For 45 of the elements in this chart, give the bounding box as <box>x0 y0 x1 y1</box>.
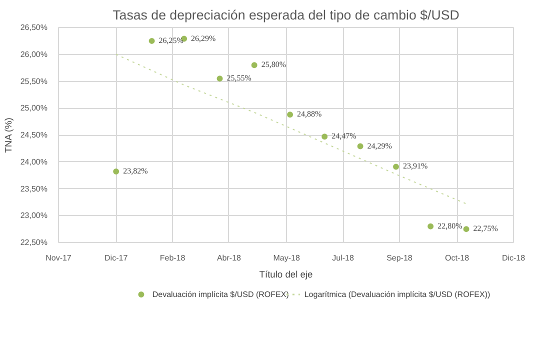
y-tick-label: 26,00% <box>20 50 48 59</box>
data-label: 24,47% <box>332 132 357 141</box>
data-label: 24,29% <box>367 141 392 150</box>
y-tick-label: 26,50% <box>20 23 48 32</box>
legend-label: Devaluación implícita $/USD (ROFEX) <box>152 290 290 299</box>
data-label: 26,29% <box>191 34 216 43</box>
point <box>287 112 294 118</box>
point <box>216 76 223 82</box>
legend-label: Logarítmica (Devaluación implícita $/USD (ROFEX)) <box>304 290 491 299</box>
point <box>393 164 400 170</box>
x-tick-label: Abr-18 <box>216 254 242 262</box>
y-tick-label: 23,50% <box>20 184 48 194</box>
point <box>148 38 155 44</box>
x-axis-title: Título del eje <box>259 270 313 280</box>
x-tick-label: Oct-18 <box>445 254 470 262</box>
data-label: 25,55% <box>226 74 252 83</box>
x-tick-label: Jul-18 <box>332 254 354 262</box>
point <box>251 62 258 68</box>
point <box>357 143 364 150</box>
y-tick-label: 25,50% <box>20 76 48 86</box>
x-tick-label: Sep-18 <box>386 254 413 262</box>
y-tick-label: 24,00% <box>20 157 48 166</box>
data-label: 26,25% <box>158 36 184 45</box>
y-tick-label: 23,00% <box>20 211 48 220</box>
x-tick-label: May-18 <box>273 254 300 262</box>
y-tick-label: 22,50% <box>20 238 48 247</box>
point <box>113 168 120 175</box>
point <box>463 226 470 232</box>
x-tick-label: Feb-18 <box>160 254 186 262</box>
chart-title: Tasas de depreciación esperada del tipo de cambio $/USD <box>112 8 460 22</box>
line-series <box>116 54 467 204</box>
y-axis-title: TNA (%) <box>3 118 14 153</box>
point <box>428 223 434 230</box>
y-tick-label: 24,50% <box>20 130 48 140</box>
x-tick-label: Dic-17 <box>104 254 128 262</box>
point <box>322 134 328 140</box>
data-label: 23,82% <box>123 166 148 176</box>
y-tick-label: 25,00% <box>20 104 48 113</box>
data-label: 23,91% <box>403 162 428 171</box>
x-tick-label: Nov-17 <box>46 254 72 262</box>
data-label: 25,80% <box>261 60 286 70</box>
data-label: 22,75% <box>473 224 498 234</box>
x-tick-label: Dic-18 <box>502 254 526 262</box>
data-label: 22,80% <box>438 221 463 230</box>
data-label: 24,88% <box>297 110 322 119</box>
